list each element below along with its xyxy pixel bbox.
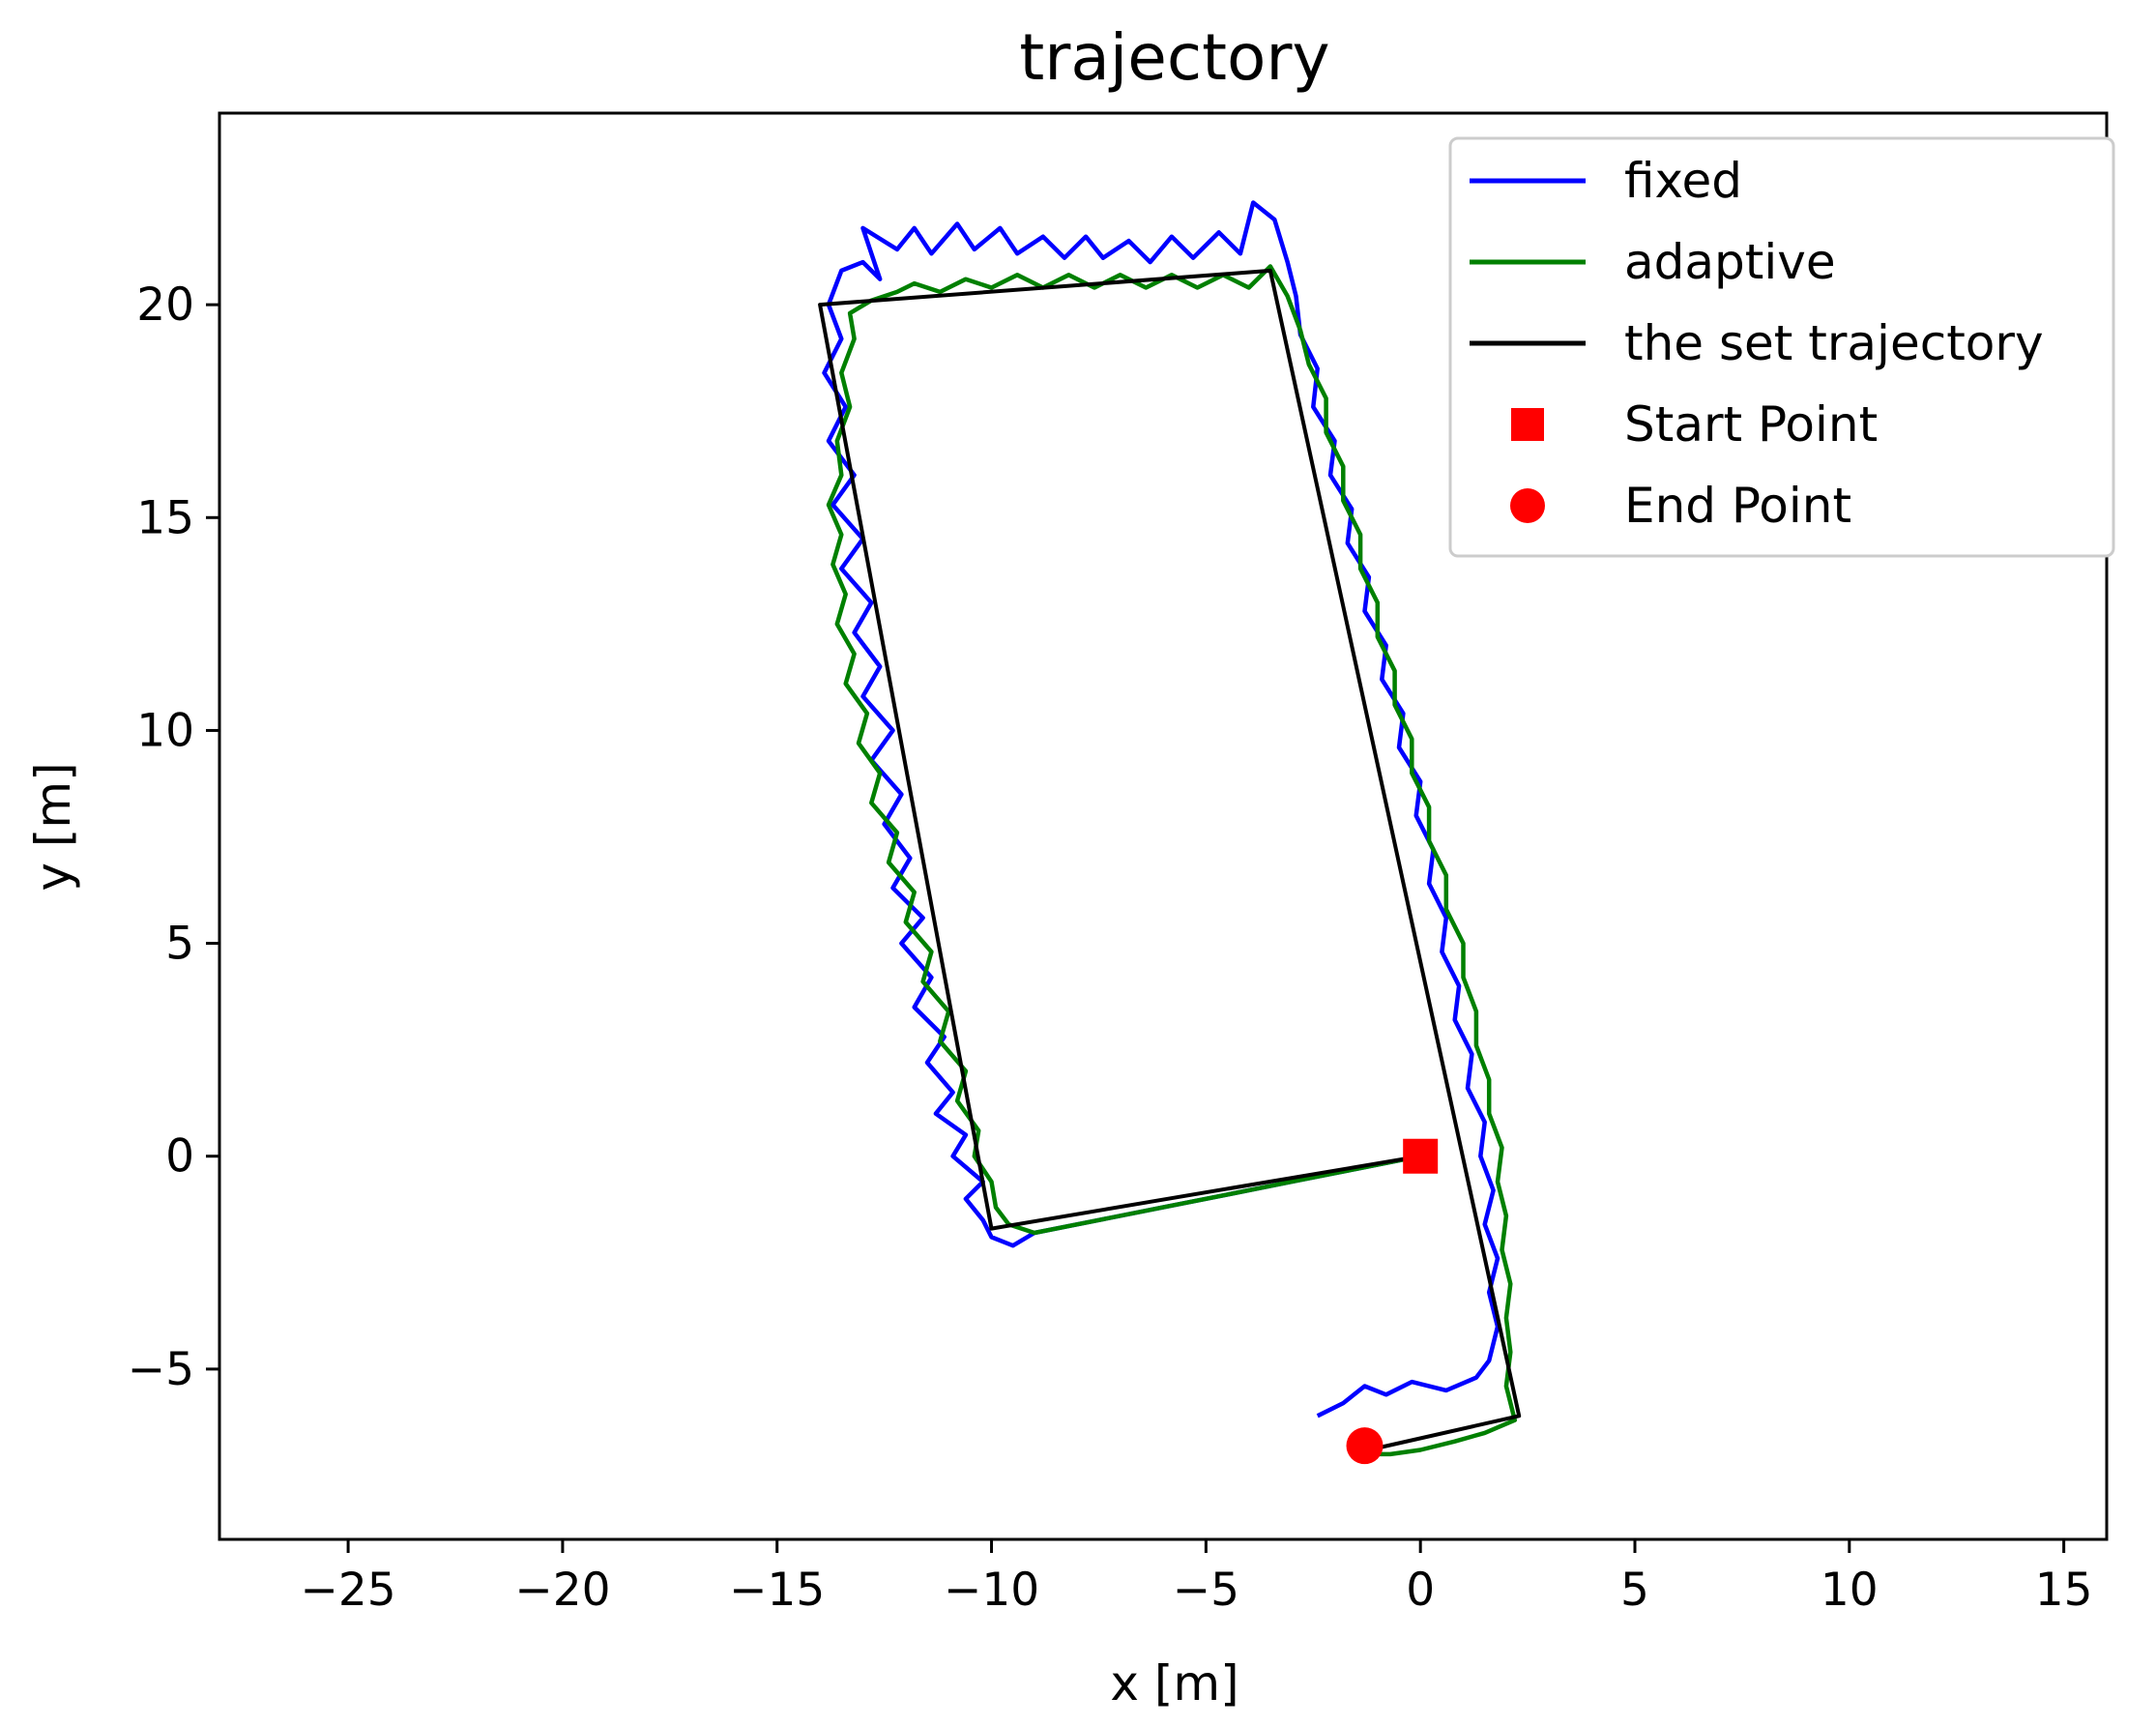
x-tick-label: −10 bbox=[944, 1564, 1039, 1617]
marker-layer bbox=[1346, 1138, 1439, 1465]
y-axis-ticks: −5 0 5 10 15 20 bbox=[128, 278, 219, 1396]
legend-label-start-point: Start Point bbox=[1624, 396, 1878, 453]
x-tick-label: 15 bbox=[2035, 1564, 2093, 1617]
chart-title: trajectory bbox=[1019, 20, 1329, 95]
legend-label-fixed: fixed bbox=[1624, 153, 1742, 209]
x-tick-label: −25 bbox=[300, 1564, 395, 1617]
x-tick-label: −20 bbox=[514, 1564, 610, 1617]
y-axis-label: y [m] bbox=[25, 762, 81, 891]
y-tick-label: −5 bbox=[128, 1343, 194, 1396]
marker-end-point bbox=[1346, 1427, 1384, 1465]
legend-swatch-start-point bbox=[1511, 408, 1544, 441]
x-tick-label: −5 bbox=[1173, 1564, 1239, 1617]
x-tick-label: 5 bbox=[1620, 1564, 1649, 1617]
marker-start-point bbox=[1403, 1138, 1439, 1174]
legend-label-set-trajectory: the set trajectory bbox=[1624, 315, 2044, 371]
series-line-adaptive bbox=[826, 264, 1518, 1457]
legend-swatch-end-point bbox=[1510, 488, 1545, 523]
y-tick-label: 15 bbox=[136, 491, 194, 544]
x-tick-label: 10 bbox=[1821, 1564, 1879, 1617]
y-tick-label: 0 bbox=[165, 1130, 194, 1184]
legend-label-adaptive: adaptive bbox=[1624, 234, 1836, 290]
series-layer bbox=[818, 200, 1522, 1457]
y-tick-label: 5 bbox=[165, 918, 194, 971]
legend-frame bbox=[1448, 136, 2115, 558]
x-axis-ticks: −25 −20 −15 −10 −5 0 5 10 15 bbox=[300, 1539, 2093, 1617]
series-line-the-set-trajectory bbox=[818, 268, 1522, 1452]
x-axis-label: x [m] bbox=[1110, 1655, 1238, 1711]
x-tick-label: 0 bbox=[1406, 1564, 1435, 1617]
legend-label-end-point: End Point bbox=[1624, 478, 1851, 534]
x-tick-label: −15 bbox=[729, 1564, 825, 1617]
legend: fixed adaptive the set trajectory Start … bbox=[1448, 136, 2115, 558]
y-tick-label: 10 bbox=[136, 704, 194, 757]
y-tick-label: 20 bbox=[136, 278, 194, 332]
series-line-fixed bbox=[822, 200, 1500, 1419]
